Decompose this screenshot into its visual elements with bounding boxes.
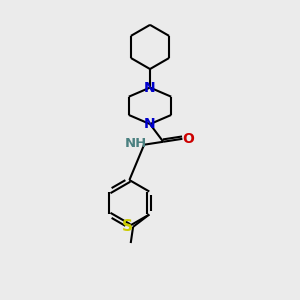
Text: NH: NH	[125, 137, 147, 150]
Text: N: N	[144, 81, 156, 94]
Text: N: N	[144, 117, 156, 131]
Text: S: S	[122, 219, 133, 234]
Text: O: O	[182, 132, 194, 146]
